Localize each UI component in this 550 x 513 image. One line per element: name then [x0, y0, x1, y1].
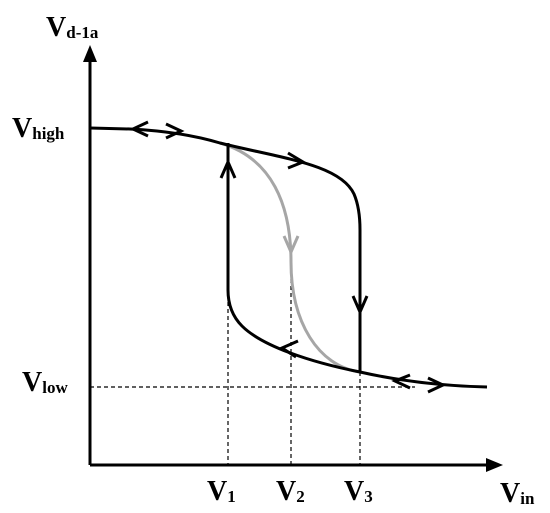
label-part: low	[42, 378, 68, 397]
gray-branch	[219, 141, 361, 374]
label-part: d-1a	[66, 23, 99, 42]
arrow-left	[278, 339, 299, 359]
label-part: in	[520, 489, 535, 508]
arrow-left	[391, 373, 411, 390]
arrow-left	[129, 120, 149, 138]
label-part: V	[500, 478, 520, 509]
arrow-up	[219, 158, 237, 179]
v2-label: V2	[276, 476, 305, 507]
upper-branch	[89, 126, 362, 372]
arrow-right	[165, 122, 185, 140]
v1-label: V1	[207, 476, 236, 507]
arrow-down	[351, 295, 369, 316]
arrow-right	[287, 151, 307, 170]
label-part: V	[12, 113, 32, 144]
label-part: V	[276, 476, 296, 507]
v-high-label: Vhigh	[12, 113, 65, 144]
label-part: 3	[364, 487, 373, 506]
y-axis-arrow	[83, 45, 97, 62]
label-part: V	[22, 367, 42, 398]
v3-label: V3	[344, 476, 373, 507]
arrow-right	[427, 376, 447, 394]
label-part: V	[207, 476, 227, 507]
y-axis-label: Vd-1a	[46, 12, 99, 43]
lower-branch	[226, 143, 488, 389]
label-part: V	[344, 476, 364, 507]
label-part: high	[32, 124, 65, 143]
label-part: V	[46, 12, 66, 43]
label-part: 2	[296, 487, 305, 506]
x-axis-label: Vin	[500, 478, 535, 509]
label-part: 1	[227, 487, 236, 506]
v-low-label: Vlow	[22, 367, 68, 398]
x-axis-arrow	[486, 458, 503, 472]
gray-arrow-down	[282, 235, 300, 256]
